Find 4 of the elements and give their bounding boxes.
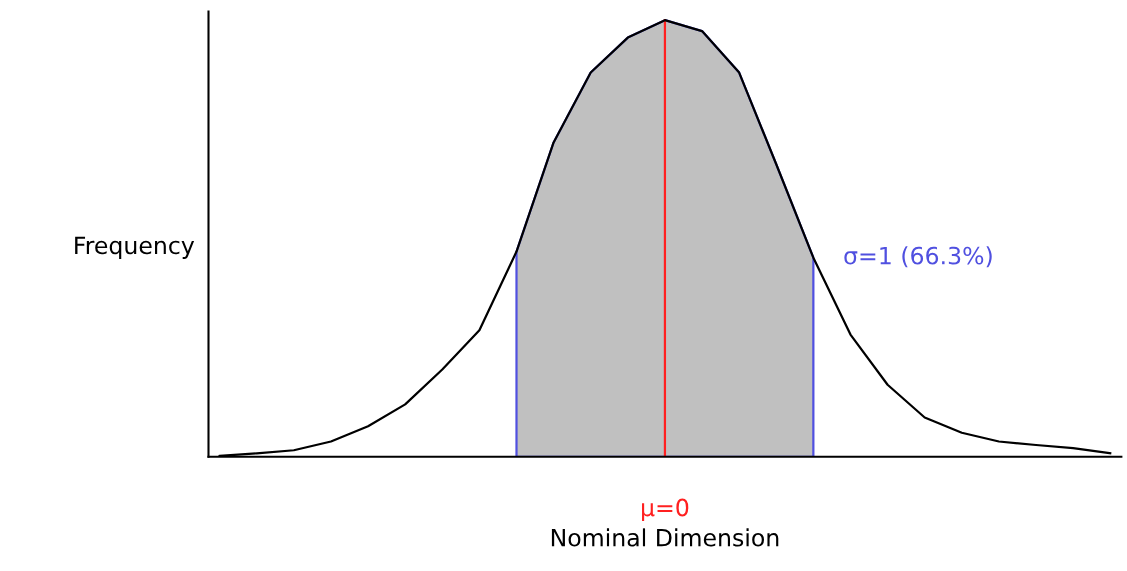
annotation: σ=1 (66.3%): [844, 246, 992, 268]
y-axis-title: Frequency: [75, 236, 195, 259]
x-axis-title: Nominal Dimension: [551, 528, 779, 547]
text: μ=0: [642, 498, 689, 521]
